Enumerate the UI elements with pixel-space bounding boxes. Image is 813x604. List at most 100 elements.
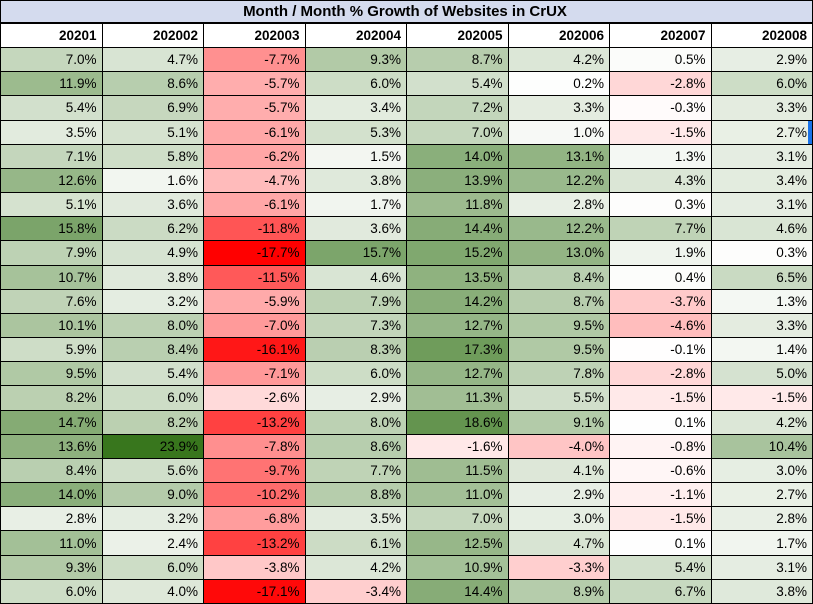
- cell[interactable]: -2.8%: [609, 71, 712, 97]
- cell[interactable]: 1.4%: [710, 337, 813, 363]
- cell[interactable]: 0.3%: [710, 240, 813, 266]
- cell[interactable]: -2.8%: [609, 361, 712, 387]
- cell[interactable]: 4.6%: [710, 216, 813, 242]
- cell[interactable]: 14.4%: [406, 578, 509, 604]
- column-header[interactable]: 202006: [507, 22, 610, 48]
- cell[interactable]: -0.1%: [609, 337, 712, 363]
- cell[interactable]: -6.1%: [203, 119, 306, 145]
- cell[interactable]: 0.3%: [609, 192, 712, 218]
- cell[interactable]: 3.0%: [507, 506, 610, 532]
- cell[interactable]: 6.0%: [101, 554, 204, 580]
- cell[interactable]: -2.6%: [203, 385, 306, 411]
- cell[interactable]: 13.6%: [0, 433, 103, 459]
- cell[interactable]: 3.2%: [101, 288, 204, 314]
- cell[interactable]: 5.8%: [101, 143, 204, 169]
- cell[interactable]: 8.0%: [304, 409, 407, 435]
- cell[interactable]: -11.8%: [203, 216, 306, 242]
- cell[interactable]: 8.2%: [0, 385, 103, 411]
- cell[interactable]: 2.8%: [0, 506, 103, 532]
- cell[interactable]: -1.6%: [406, 433, 509, 459]
- cell[interactable]: -3.4%: [304, 578, 407, 604]
- cell[interactable]: -1.5%: [609, 385, 712, 411]
- cell[interactable]: -4.0%: [507, 433, 610, 459]
- cell[interactable]: 13.0%: [507, 240, 610, 266]
- column-header[interactable]: 202007: [609, 22, 712, 48]
- column-header[interactable]: 202002: [101, 22, 204, 48]
- cell[interactable]: 1.3%: [609, 143, 712, 169]
- cell[interactable]: 11.0%: [406, 482, 509, 508]
- cell[interactable]: 3.8%: [101, 264, 204, 290]
- cell[interactable]: 5.4%: [0, 95, 103, 121]
- cell[interactable]: 3.8%: [304, 167, 407, 194]
- cell[interactable]: 8.4%: [101, 337, 204, 363]
- cell[interactable]: 7.0%: [406, 119, 509, 145]
- cell[interactable]: 7.2%: [406, 95, 509, 121]
- cell[interactable]: 12.7%: [406, 361, 509, 387]
- cell[interactable]: 8.4%: [507, 264, 610, 290]
- cell[interactable]: 15.8%: [0, 216, 103, 242]
- cell[interactable]: -3.8%: [203, 554, 306, 580]
- cell[interactable]: 1.5%: [304, 143, 407, 169]
- cell[interactable]: 7.9%: [0, 240, 103, 266]
- cell[interactable]: 4.6%: [304, 264, 407, 290]
- cell[interactable]: 3.3%: [507, 95, 610, 121]
- cell[interactable]: 4.0%: [101, 578, 204, 604]
- cell[interactable]: 6.0%: [710, 71, 813, 97]
- cell[interactable]: 11.0%: [0, 530, 103, 556]
- cell[interactable]: -13.2%: [203, 409, 306, 435]
- column-header[interactable]: 202008: [710, 22, 813, 48]
- cell[interactable]: -5.9%: [203, 288, 306, 314]
- column-header[interactable]: 202003: [203, 22, 306, 48]
- cell[interactable]: 0.1%: [609, 530, 712, 556]
- cell[interactable]: 14.7%: [0, 409, 103, 435]
- cell[interactable]: 14.2%: [406, 288, 509, 314]
- cell[interactable]: 9.5%: [0, 361, 103, 387]
- cell[interactable]: -11.5%: [203, 264, 306, 290]
- cell[interactable]: 7.0%: [0, 46, 103, 73]
- cell[interactable]: 1.0%: [507, 119, 610, 145]
- cell[interactable]: 3.3%: [710, 95, 813, 121]
- cell[interactable]: -1.5%: [609, 506, 712, 532]
- cell[interactable]: 7.7%: [609, 216, 712, 242]
- cell[interactable]: 4.3%: [609, 167, 712, 194]
- cell[interactable]: 13.1%: [507, 143, 610, 169]
- cell[interactable]: 5.9%: [0, 337, 103, 363]
- cell[interactable]: 12.2%: [507, 167, 610, 194]
- cell[interactable]: -0.3%: [609, 95, 712, 121]
- cell[interactable]: 2.7%: [710, 119, 813, 145]
- cell[interactable]: 5.4%: [609, 554, 712, 580]
- cell[interactable]: 5.4%: [101, 361, 204, 387]
- cell[interactable]: -3.7%: [609, 288, 712, 314]
- cell[interactable]: 14.0%: [0, 482, 103, 508]
- cell[interactable]: 8.0%: [101, 312, 204, 339]
- cell[interactable]: 12.6%: [0, 167, 103, 194]
- cell[interactable]: 5.1%: [0, 192, 103, 218]
- cell[interactable]: 0.4%: [609, 264, 712, 290]
- cell[interactable]: 2.9%: [710, 46, 813, 73]
- cell[interactable]: 3.4%: [304, 95, 407, 121]
- cell[interactable]: -6.1%: [203, 192, 306, 218]
- cell[interactable]: 5.1%: [101, 119, 204, 145]
- cell[interactable]: -17.1%: [203, 578, 306, 604]
- cell[interactable]: 2.7%: [710, 482, 813, 508]
- cell[interactable]: 3.1%: [710, 554, 813, 580]
- cell[interactable]: 7.9%: [304, 288, 407, 314]
- cell[interactable]: 10.7%: [0, 264, 103, 290]
- cell[interactable]: 4.2%: [710, 409, 813, 435]
- cell[interactable]: 11.5%: [406, 457, 509, 484]
- cell[interactable]: 6.7%: [609, 578, 712, 604]
- cell[interactable]: 17.3%: [406, 337, 509, 363]
- cell[interactable]: -6.8%: [203, 506, 306, 532]
- cell[interactable]: -0.6%: [609, 457, 712, 484]
- cell[interactable]: -7.1%: [203, 361, 306, 387]
- cell[interactable]: -7.7%: [203, 46, 306, 73]
- cell[interactable]: 9.0%: [101, 482, 204, 508]
- cell[interactable]: 23.9%: [101, 433, 204, 459]
- cell[interactable]: 7.6%: [0, 288, 103, 314]
- cell[interactable]: 6.0%: [304, 71, 407, 97]
- cell[interactable]: 3.1%: [710, 143, 813, 169]
- cell[interactable]: 9.5%: [507, 337, 610, 363]
- cell[interactable]: 1.3%: [710, 288, 813, 314]
- cell[interactable]: 7.0%: [406, 506, 509, 532]
- cell[interactable]: 0.5%: [609, 46, 712, 73]
